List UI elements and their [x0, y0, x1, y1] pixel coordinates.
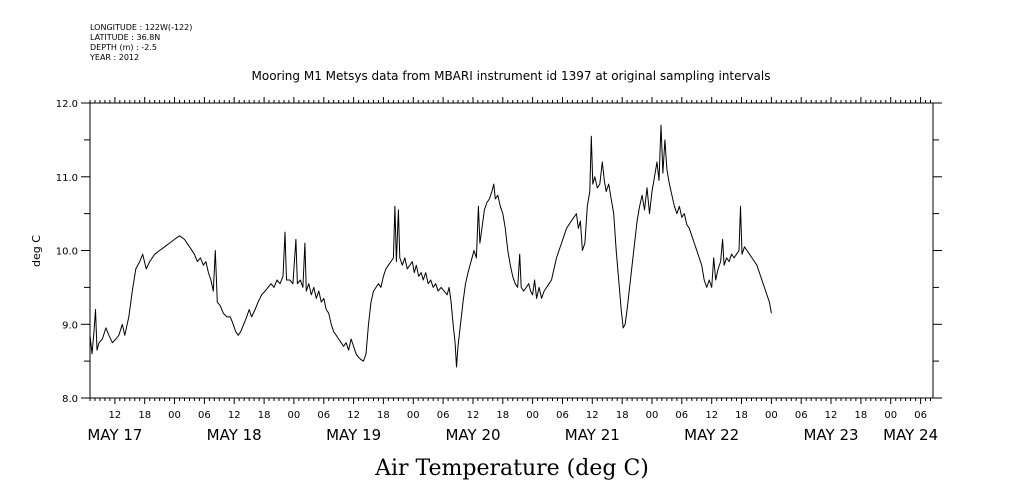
x-tick-label: 12 — [347, 410, 360, 421]
day-label: MAY 20 — [445, 426, 500, 444]
series-group — [89, 124, 772, 368]
meta-block: LONGITUDE : 122W(-122) LATITUDE : 36.8N … — [89, 23, 192, 62]
y-tick-label: 11.0 — [56, 173, 78, 184]
x-tick-labels: 12 18 00 06 12 18 00 06 12 18 00 06 12 18 00 06 12 18 00 06… — [109, 410, 927, 421]
x-tick-label: 12 — [467, 410, 480, 421]
x-tick-label: 06 — [914, 410, 927, 421]
y-tick-labels: 8.0 9.0 10.0 11.0 12.0 — [56, 99, 78, 405]
x-tick-label: 12 — [109, 410, 122, 421]
meta-line: YEAR : 2012 — [89, 53, 139, 62]
day-label: MAY 17 — [87, 426, 142, 444]
x-tick-label: 18 — [138, 410, 151, 421]
x-axis-caption: Air Temperature (deg C) — [374, 456, 649, 481]
day-label: MAY 24 — [883, 426, 938, 444]
y-tick-label: 10.0 — [56, 247, 78, 258]
x-tick-label: 12 — [228, 410, 241, 421]
x-tick-label: 06 — [317, 410, 330, 421]
x-tick-label: 18 — [377, 410, 390, 421]
x-tick-label: 12 — [825, 410, 838, 421]
x-tick-label: 06 — [437, 410, 450, 421]
x-tick-label: 00 — [646, 410, 659, 421]
x-tick-label: 18 — [855, 410, 868, 421]
axis-ticks — [81, 97, 942, 404]
y-axis-label: deg C — [30, 235, 43, 267]
x-tick-label: 00 — [884, 410, 897, 421]
day-label: MAY 22 — [684, 426, 739, 444]
x-tick-label: 06 — [198, 410, 211, 421]
x-tick-label: 18 — [735, 410, 748, 421]
plot-frame — [89, 102, 934, 399]
day-label: MAY 19 — [326, 426, 381, 444]
x-tick-label: 12 — [586, 410, 599, 421]
x-tick-label: 18 — [496, 410, 509, 421]
meta-line: LONGITUDE : 122W(-122) — [90, 23, 192, 32]
y-tick-label: 12.0 — [56, 99, 78, 110]
x-tick-label: 06 — [795, 410, 808, 421]
day-label: MAY 21 — [565, 426, 620, 444]
x-tick-label: 06 — [675, 410, 688, 421]
x-tick-label: 12 — [705, 410, 718, 421]
x-tick-label: 00 — [407, 410, 420, 421]
x-tick-label: 18 — [616, 410, 629, 421]
x-tick-label: 06 — [556, 410, 569, 421]
y-tick-label: 9.0 — [62, 320, 78, 331]
day-labels: MAY 17 MAY 18 MAY 19 MAY 20 MAY 21 MAY 22 MAY … — [87, 426, 938, 444]
meta-line: DEPTH (m) : -2.5 — [90, 43, 157, 52]
chart-title: Mooring M1 Metsys data from MBARI instru… — [252, 69, 771, 83]
day-label: MAY 18 — [207, 426, 262, 444]
day-label: MAY 23 — [803, 426, 858, 444]
x-tick-label: 18 — [258, 410, 271, 421]
meta-line: LATITUDE : 36.8N — [90, 33, 160, 42]
x-tick-label: 00 — [765, 410, 778, 421]
x-tick-label: 00 — [168, 410, 181, 421]
x-tick-label: 00 — [288, 410, 301, 421]
y-tick-label: 8.0 — [62, 394, 78, 405]
x-tick-label: 00 — [526, 410, 539, 421]
series-line — [89, 124, 772, 368]
